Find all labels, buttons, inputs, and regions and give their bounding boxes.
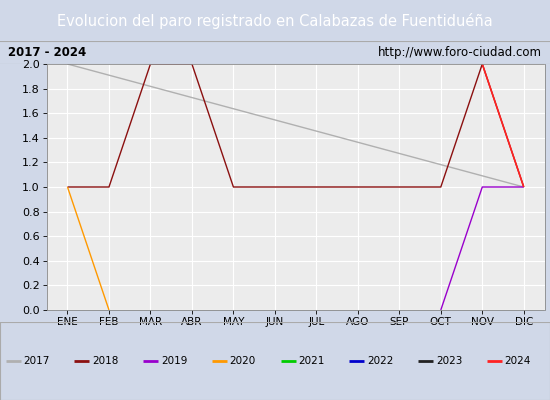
Text: 2023: 2023: [436, 356, 462, 366]
Text: 2020: 2020: [230, 356, 256, 366]
Text: 2022: 2022: [367, 356, 393, 366]
Text: http://www.foro-ciudad.com: http://www.foro-ciudad.com: [378, 46, 542, 59]
Text: 2017: 2017: [23, 356, 50, 366]
Text: 2019: 2019: [161, 356, 187, 366]
Text: 2017 - 2024: 2017 - 2024: [8, 46, 86, 59]
Text: 2024: 2024: [505, 356, 531, 366]
Text: 2021: 2021: [298, 356, 324, 366]
Text: 2018: 2018: [92, 356, 118, 366]
Text: Evolucion del paro registrado en Calabazas de Fuentiduéña: Evolucion del paro registrado en Calabaz…: [57, 13, 493, 29]
